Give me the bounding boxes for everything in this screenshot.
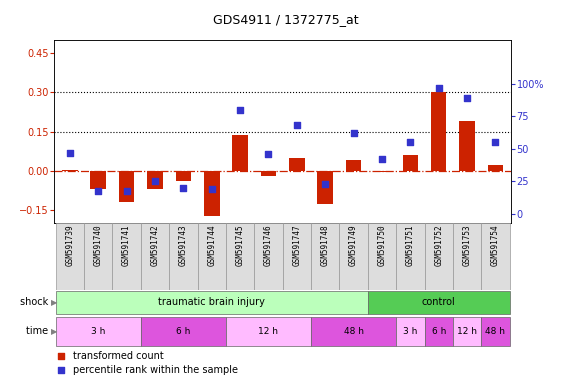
Point — [65, 150, 74, 156]
Bar — [55, 291, 368, 314]
Text: GSM591754: GSM591754 — [491, 225, 500, 266]
Bar — [232, 136, 248, 170]
Point — [235, 107, 244, 113]
Text: GSM591743: GSM591743 — [179, 225, 188, 266]
Point — [179, 185, 188, 191]
Bar — [424, 316, 453, 346]
Text: 48 h: 48 h — [485, 327, 505, 336]
Bar — [311, 223, 339, 290]
Text: GSM591753: GSM591753 — [463, 225, 472, 266]
Bar — [346, 160, 361, 170]
Text: traumatic brain injury: traumatic brain injury — [158, 297, 265, 308]
Text: 6 h: 6 h — [432, 327, 446, 336]
Text: GSM591745: GSM591745 — [236, 225, 244, 266]
Point — [57, 367, 66, 373]
Bar — [119, 170, 134, 202]
Bar — [424, 223, 453, 290]
Point — [292, 122, 301, 129]
Bar — [260, 170, 276, 176]
Point — [150, 179, 159, 185]
Text: 12 h: 12 h — [457, 327, 477, 336]
Text: GSM591739: GSM591739 — [65, 225, 74, 266]
Bar — [204, 170, 219, 216]
Text: GSM591751: GSM591751 — [406, 225, 415, 266]
Bar — [175, 170, 191, 181]
Bar — [431, 93, 447, 170]
Point — [122, 187, 131, 194]
Bar — [198, 223, 226, 290]
Bar — [459, 121, 475, 170]
Bar — [488, 166, 503, 170]
Text: percentile rank within the sample: percentile rank within the sample — [73, 365, 238, 375]
Bar — [396, 223, 424, 290]
Point — [264, 151, 273, 157]
Bar — [226, 223, 254, 290]
Bar — [403, 155, 418, 170]
Point — [57, 353, 66, 359]
Text: 48 h: 48 h — [344, 327, 364, 336]
Bar — [141, 316, 226, 346]
Point — [207, 186, 216, 192]
Bar — [481, 316, 510, 346]
Point — [463, 95, 472, 101]
Text: GSM591740: GSM591740 — [94, 225, 103, 266]
Text: GSM591749: GSM591749 — [349, 225, 358, 266]
Point — [406, 139, 415, 146]
Text: GSM591742: GSM591742 — [151, 225, 159, 266]
Text: shock: shock — [20, 297, 51, 308]
Bar — [368, 291, 510, 314]
Bar — [289, 157, 305, 170]
Text: GSM591747: GSM591747 — [292, 225, 301, 266]
Bar — [311, 316, 396, 346]
Bar — [90, 170, 106, 189]
Text: ▶: ▶ — [51, 327, 58, 336]
Bar — [226, 316, 311, 346]
Bar — [55, 223, 84, 290]
Bar — [374, 170, 390, 172]
Text: GSM591752: GSM591752 — [434, 225, 443, 266]
Point — [434, 84, 443, 91]
Text: time: time — [26, 326, 51, 336]
Bar — [254, 223, 283, 290]
Text: 12 h: 12 h — [259, 327, 279, 336]
Point — [321, 181, 330, 187]
Text: control: control — [422, 297, 456, 308]
Bar — [396, 316, 424, 346]
Text: 6 h: 6 h — [176, 327, 191, 336]
Text: GSM591741: GSM591741 — [122, 225, 131, 266]
Bar — [368, 223, 396, 290]
Text: 3 h: 3 h — [91, 327, 106, 336]
Text: GSM591746: GSM591746 — [264, 225, 273, 266]
Text: GDS4911 / 1372775_at: GDS4911 / 1372775_at — [212, 13, 359, 26]
Text: GSM591744: GSM591744 — [207, 225, 216, 266]
Bar — [481, 223, 510, 290]
Bar — [141, 223, 169, 290]
Point — [349, 130, 358, 136]
Text: GSM591748: GSM591748 — [321, 225, 329, 266]
Bar — [84, 223, 112, 290]
Point — [94, 187, 103, 194]
Bar — [169, 223, 198, 290]
Bar — [112, 223, 141, 290]
Bar — [453, 223, 481, 290]
Bar — [453, 316, 481, 346]
Bar — [317, 170, 333, 204]
Point — [377, 156, 387, 162]
Text: transformed count: transformed count — [73, 351, 163, 361]
Text: GSM591750: GSM591750 — [377, 225, 387, 266]
Point — [491, 139, 500, 146]
Bar — [283, 223, 311, 290]
Text: ▶: ▶ — [51, 298, 58, 307]
Text: 3 h: 3 h — [403, 327, 417, 336]
Bar — [55, 316, 141, 346]
Bar — [147, 170, 163, 189]
Bar — [339, 223, 368, 290]
